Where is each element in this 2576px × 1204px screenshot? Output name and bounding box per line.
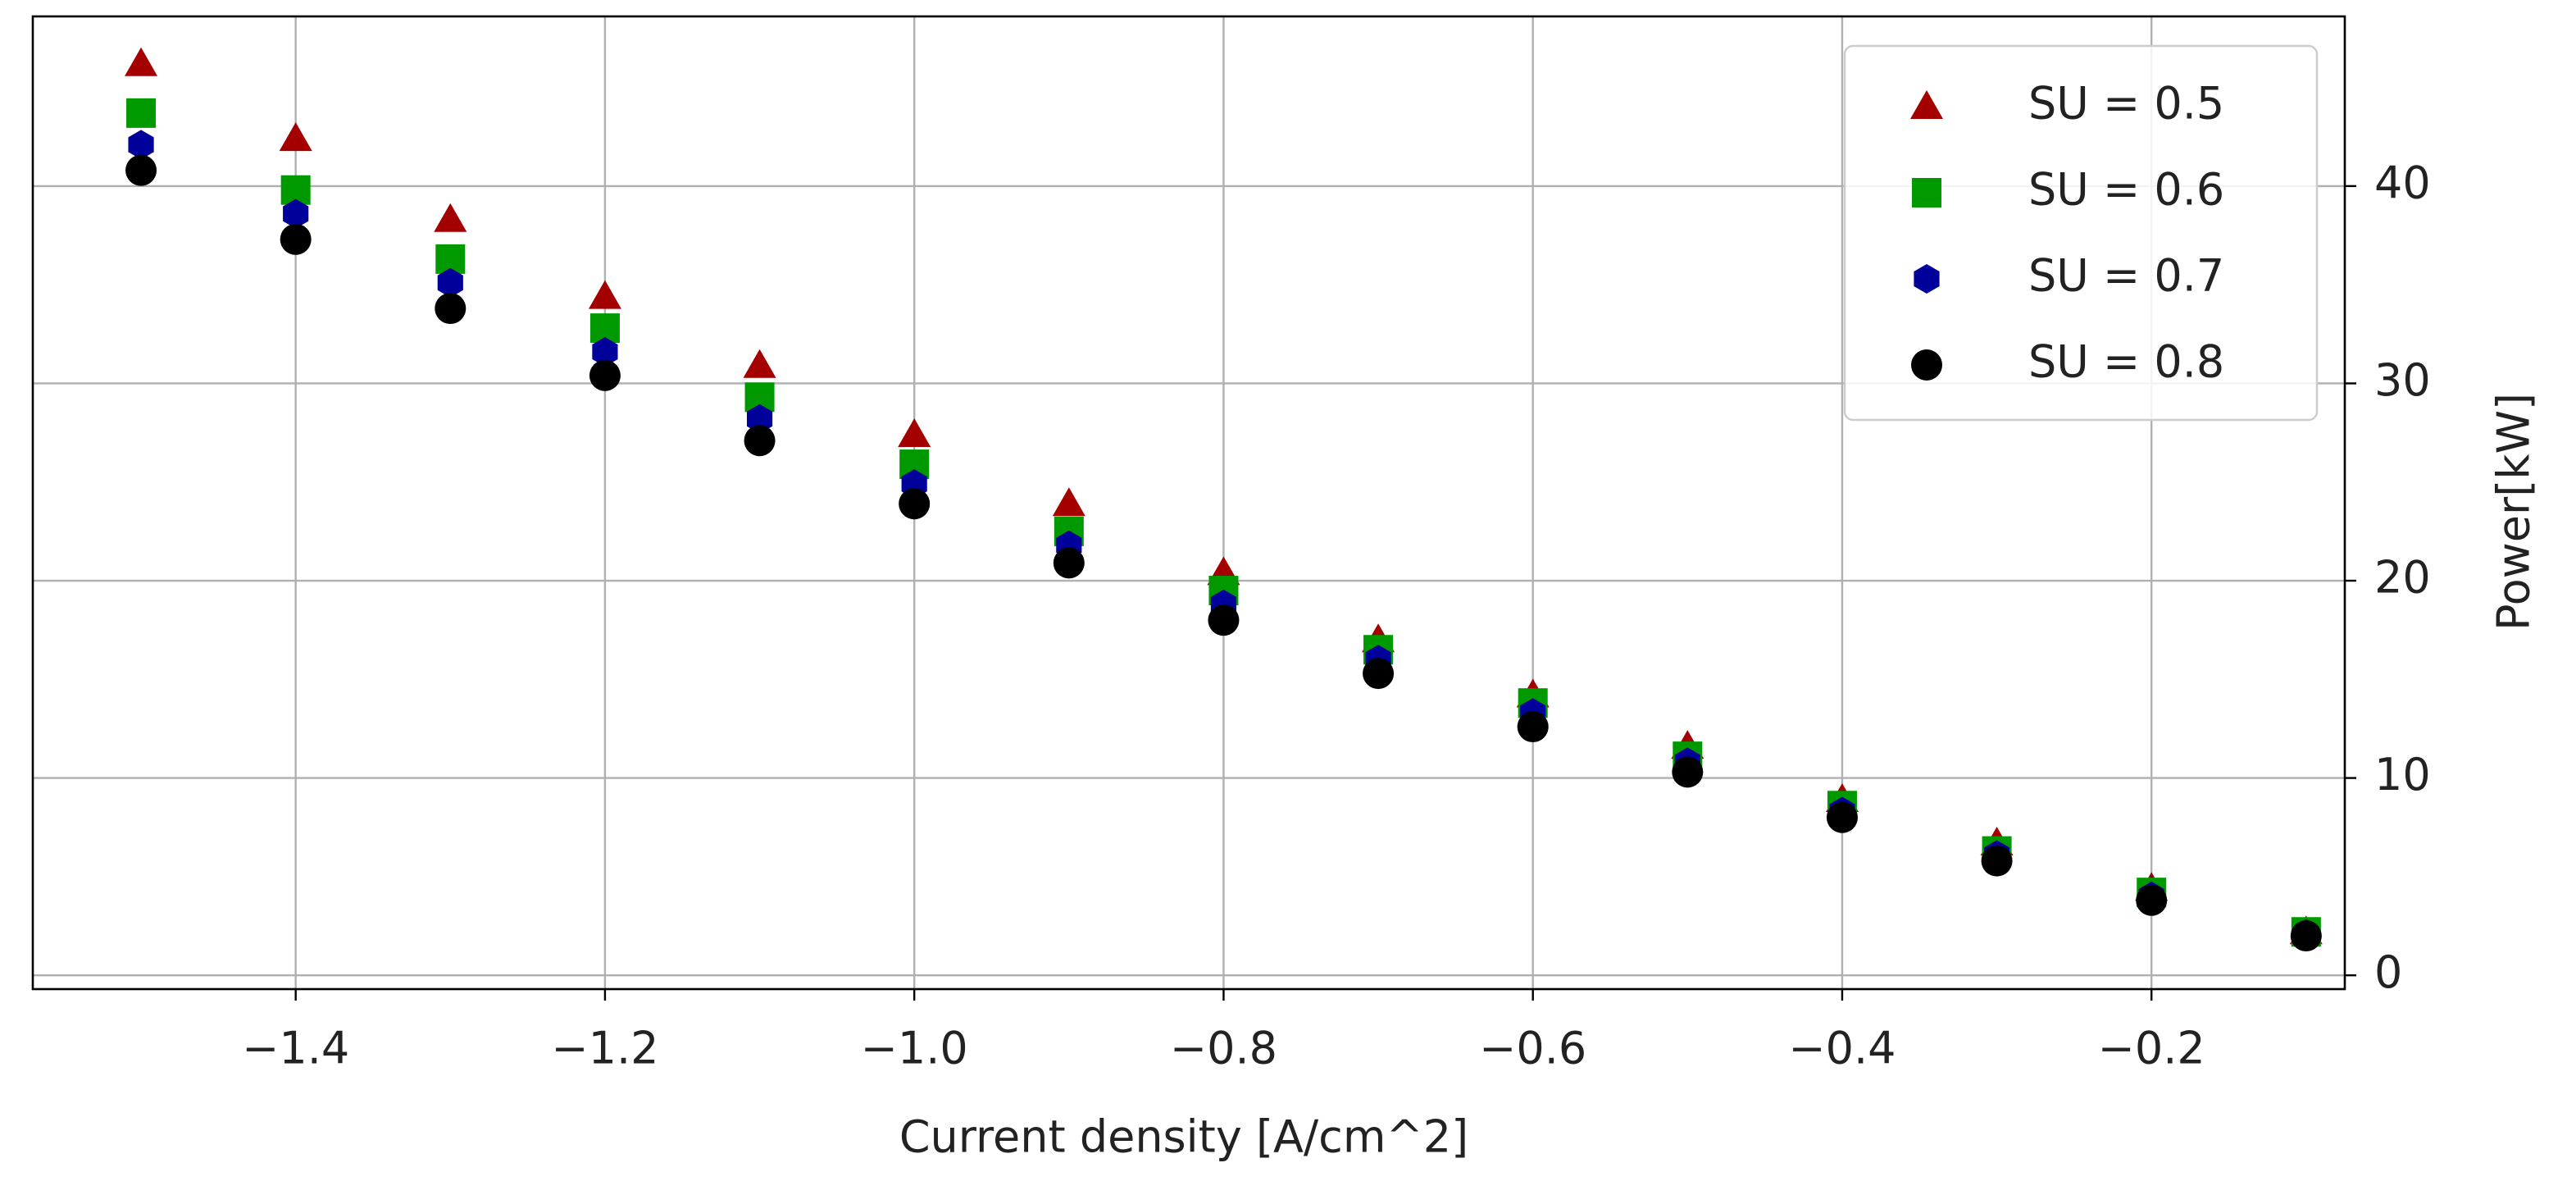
x-tick-label: −0.2 [2098, 1023, 2205, 1074]
data-point [126, 98, 157, 128]
y-tick-label: 10 [2374, 749, 2431, 800]
data-point [1052, 487, 1085, 517]
legend-label: SU = 0.5 [2028, 78, 2224, 130]
data-point [2136, 884, 2168, 916]
data-point [125, 47, 158, 76]
data-point [128, 130, 154, 160]
data-point [1208, 604, 1240, 636]
legend-label: SU = 0.7 [2028, 250, 2224, 302]
data-point [1517, 711, 1549, 743]
y-axis-label: Power[kW] [2488, 393, 2540, 631]
data-point [435, 293, 467, 325]
legend-marker [1912, 178, 1941, 208]
data-point [1826, 801, 1858, 833]
data-point [2290, 920, 2322, 952]
data-point [279, 122, 312, 152]
data-point [588, 280, 621, 309]
y-tick-label: 20 [2374, 552, 2431, 604]
data-point [1053, 547, 1085, 579]
y-tick-label: 30 [2374, 354, 2431, 406]
y-tick-label: 40 [2374, 157, 2431, 209]
x-tick-label: −0.8 [1170, 1023, 1277, 1074]
legend-marker [1911, 349, 1942, 381]
data-point [589, 359, 621, 391]
x-tick-label: −0.6 [1479, 1023, 1586, 1074]
data-point [744, 425, 776, 457]
plot-frame [31, 15, 2346, 991]
data-point [280, 223, 312, 255]
legend-marker [1914, 264, 1940, 294]
data-point [1363, 658, 1395, 690]
data-point [1981, 845, 2013, 877]
data-point [437, 267, 463, 298]
x-tick-label: −1.4 [242, 1023, 349, 1074]
data-point [1672, 756, 1704, 788]
y-tick-label: 0 [2374, 946, 2402, 998]
data-point [899, 488, 931, 520]
data-point [592, 336, 618, 367]
data-point [283, 198, 309, 229]
data-point [746, 404, 773, 434]
legend-marker [1910, 90, 1943, 119]
data-point [898, 418, 931, 448]
legend-label: SU = 0.6 [2028, 164, 2224, 216]
x-tick-label: −0.4 [1788, 1023, 1896, 1074]
x-tick-label: −1.0 [861, 1023, 968, 1074]
data-point [434, 203, 467, 232]
data-point [743, 349, 776, 378]
x-tick-label: −1.2 [551, 1023, 658, 1074]
data-point [125, 154, 157, 186]
legend-box [1843, 44, 2319, 422]
x-axis-label: Current density [A/cm^2] [899, 1111, 1468, 1163]
legend-label: SU = 0.8 [2028, 336, 2224, 388]
